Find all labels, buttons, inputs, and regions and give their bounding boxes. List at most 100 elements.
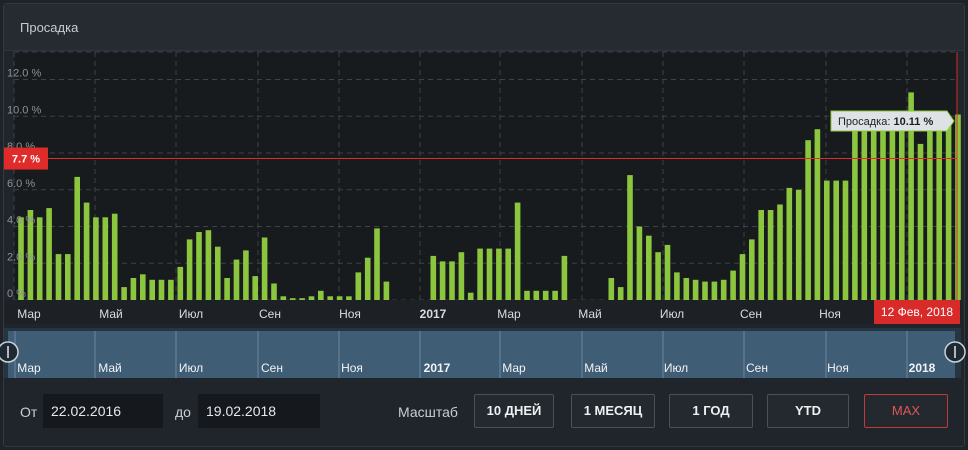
bar	[805, 140, 811, 300]
bar	[711, 281, 718, 300]
bar	[55, 254, 62, 300]
bar	[149, 279, 155, 300]
x-tick-label: Сен	[259, 307, 281, 321]
bar	[542, 290, 549, 300]
bar	[308, 296, 315, 300]
range-1-month-button[interactable]: 1 МЕСЯЦ	[571, 394, 655, 428]
tooltip: Просадка: 10.11 %	[830, 110, 955, 132]
bar	[889, 114, 896, 300]
bar	[18, 217, 24, 300]
panel-header: Просадка	[4, 4, 964, 51]
bar	[467, 292, 474, 300]
navigator-label: Июл	[179, 361, 203, 375]
bar	[477, 248, 483, 300]
navigator-label: Ноя	[827, 361, 849, 375]
navigator-left-handle[interactable]	[0, 341, 19, 363]
bar	[46, 208, 52, 300]
bar	[861, 116, 868, 300]
bar	[552, 290, 558, 300]
navigator-label: Сен	[261, 361, 283, 375]
range-1-year-button[interactable]: 1 ГОД	[669, 394, 753, 428]
bar	[749, 239, 755, 300]
bar	[870, 116, 877, 300]
scale-label: Масштаб	[398, 404, 458, 420]
bar	[739, 254, 746, 300]
bar	[917, 143, 924, 300]
bar	[346, 296, 352, 300]
bar	[205, 230, 212, 300]
bar	[102, 217, 109, 300]
bar	[449, 261, 455, 300]
bar	[36, 217, 43, 300]
bar	[364, 257, 371, 300]
bar	[271, 283, 277, 300]
bar	[289, 298, 296, 300]
date-range-controls: От 22.02.2016 до 19.02.2018 Масштаб 10 Д…	[0, 380, 968, 440]
bar	[824, 180, 830, 300]
navigator-label: Май	[98, 361, 122, 375]
bar	[936, 120, 942, 300]
bar	[833, 180, 839, 300]
bar	[140, 274, 146, 300]
bar	[683, 278, 690, 300]
tooltip-box	[830, 110, 955, 132]
x-tick-label: Ноя	[339, 307, 361, 321]
bar	[617, 287, 624, 300]
range-ytd-button[interactable]: YTD	[767, 394, 849, 428]
bar	[814, 129, 821, 300]
to-date-field[interactable]: 19.02.2018	[198, 394, 320, 428]
bar	[767, 210, 774, 300]
bar	[233, 259, 240, 300]
bar	[355, 272, 362, 300]
bar	[336, 296, 343, 300]
bar	[318, 290, 324, 300]
bar	[177, 266, 184, 300]
from-date-field[interactable]: 22.02.2016	[43, 394, 163, 428]
from-label: От	[20, 404, 38, 420]
bar	[908, 92, 914, 301]
panel-title: Просадка	[20, 20, 79, 35]
bar	[261, 237, 268, 300]
x-tick-label: Мар	[17, 307, 41, 321]
bar	[702, 281, 708, 300]
x-tick-label: 2017	[420, 307, 447, 321]
bar	[655, 252, 661, 300]
bar	[636, 226, 643, 300]
navigator-label: Мар	[502, 361, 526, 375]
navigator-label: 2018	[909, 361, 936, 375]
bar	[842, 180, 849, 300]
to-label: до	[175, 404, 191, 420]
x-tick-label: Май	[99, 307, 123, 321]
bar	[374, 228, 380, 300]
crosshair-date-badge	[874, 300, 960, 324]
bar	[692, 279, 699, 300]
range-max-button[interactable]: MAX	[864, 394, 948, 428]
x-tick-label: Июл	[179, 307, 203, 321]
range-navigator: Мар Май Июл Сен Ноя 2017 Мар Май Июл Сен Ноя 2018	[0, 328, 966, 378]
bar	[430, 255, 437, 300]
bar	[927, 120, 933, 300]
bar	[533, 290, 540, 300]
drawdown-chart[interactable]: 0 %2.0 %4.0 %6.0 %8.0 %10.0 %12.0 %7.7 %…	[0, 0, 968, 380]
bar	[646, 235, 652, 300]
bar	[439, 261, 446, 300]
bar	[627, 175, 633, 300]
bar	[93, 217, 99, 300]
navigator-right-handle[interactable]	[944, 341, 966, 363]
bar	[852, 116, 858, 300]
bar	[327, 296, 333, 300]
navigator-label: Мар	[17, 361, 41, 375]
bar	[496, 248, 502, 300]
bar	[243, 250, 249, 300]
bar	[168, 279, 174, 300]
range-10-days-button[interactable]: 10 ДНЕЙ	[474, 394, 554, 428]
x-tick-label: Июл	[660, 307, 684, 321]
reference-line-label: 7.7 %	[12, 154, 40, 166]
navigator-label: Сен	[746, 361, 768, 375]
x-axis-strip	[4, 300, 961, 324]
bar	[186, 239, 193, 300]
bar	[880, 116, 886, 300]
bar	[561, 255, 568, 300]
bar	[674, 272, 680, 300]
navigator-label: Ноя	[341, 361, 363, 375]
